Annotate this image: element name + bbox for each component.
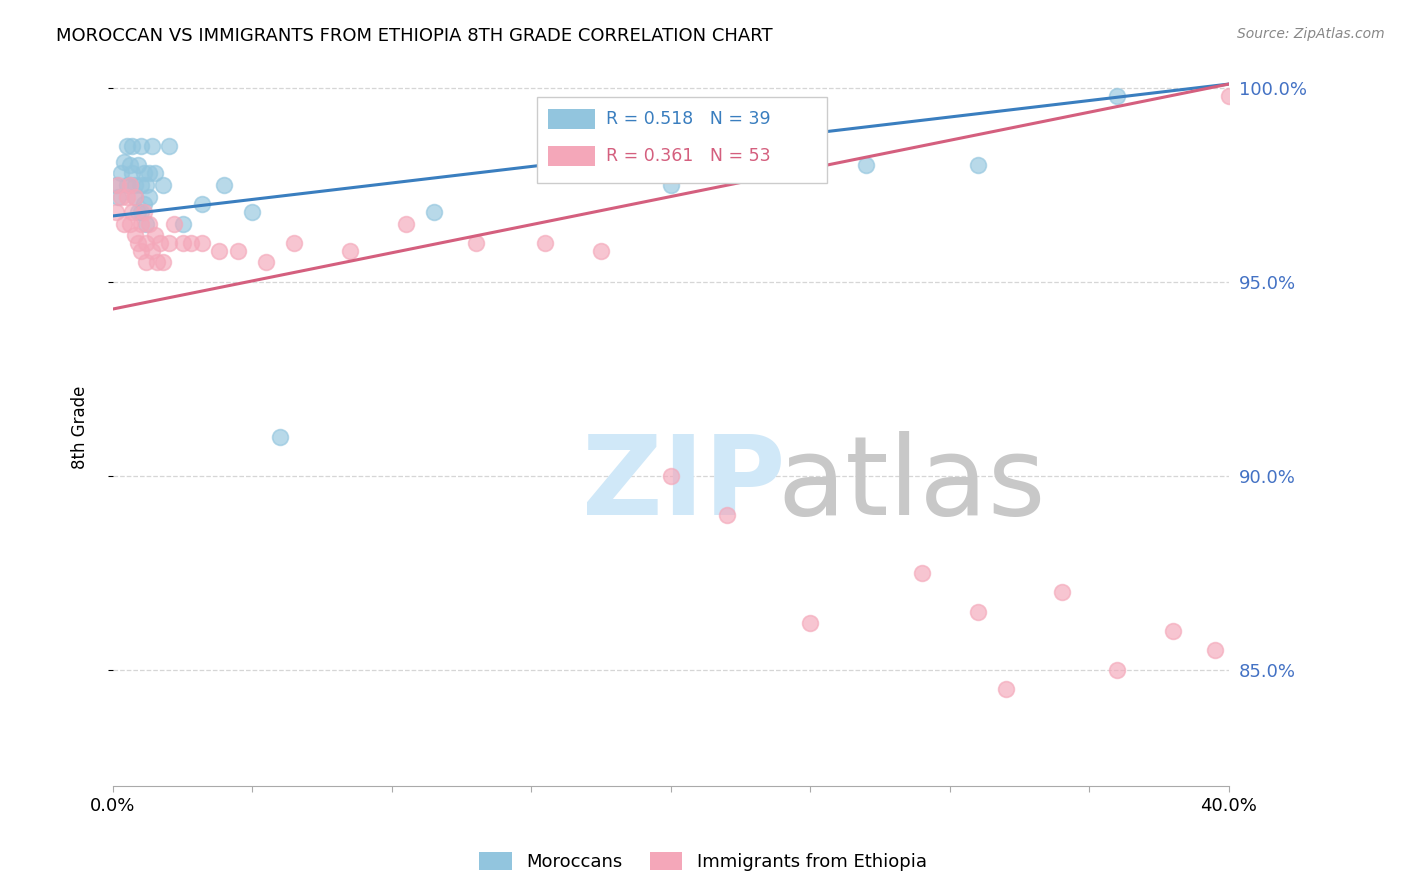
Point xyxy=(254,255,277,269)
Point xyxy=(115,178,138,192)
Point xyxy=(112,217,135,231)
FancyBboxPatch shape xyxy=(548,109,595,128)
Point xyxy=(1218,88,1240,103)
Point xyxy=(129,139,152,153)
Point xyxy=(135,178,157,192)
Point xyxy=(911,566,934,580)
Text: MOROCCAN VS IMMIGRANTS FROM ETHIOPIA 8TH GRADE CORRELATION CHART: MOROCCAN VS IMMIGRANTS FROM ETHIOPIA 8TH… xyxy=(56,27,773,45)
Point xyxy=(172,236,194,251)
Point xyxy=(110,166,132,180)
Point xyxy=(180,236,202,251)
Point xyxy=(138,217,160,231)
Point xyxy=(138,166,160,180)
Point xyxy=(132,197,155,211)
Point xyxy=(228,244,250,258)
Point xyxy=(135,236,157,251)
Point xyxy=(141,244,163,258)
Point xyxy=(112,154,135,169)
Point xyxy=(172,217,194,231)
Point xyxy=(121,139,143,153)
Point xyxy=(157,236,180,251)
Point xyxy=(1161,624,1184,638)
Point xyxy=(149,236,172,251)
FancyBboxPatch shape xyxy=(537,97,827,184)
Point xyxy=(135,255,157,269)
Point xyxy=(115,139,138,153)
Point xyxy=(1204,643,1226,657)
Point xyxy=(214,178,236,192)
Y-axis label: 8th Grade: 8th Grade xyxy=(72,385,89,469)
Point xyxy=(107,189,129,203)
Point xyxy=(118,178,141,192)
Point xyxy=(966,159,988,173)
Point xyxy=(127,159,149,173)
FancyBboxPatch shape xyxy=(548,146,595,166)
Point xyxy=(104,205,127,219)
Point xyxy=(659,178,682,192)
Point xyxy=(138,189,160,203)
Point xyxy=(143,228,166,243)
Point xyxy=(855,159,877,173)
Point xyxy=(966,605,988,619)
Point xyxy=(127,236,149,251)
Point xyxy=(124,189,146,203)
Point xyxy=(118,159,141,173)
Point xyxy=(152,178,174,192)
Point xyxy=(191,197,214,211)
Point xyxy=(1107,88,1129,103)
Text: Source: ZipAtlas.com: Source: ZipAtlas.com xyxy=(1237,27,1385,41)
Point xyxy=(994,682,1017,697)
Point xyxy=(240,205,263,219)
Text: R = 0.518   N = 39: R = 0.518 N = 39 xyxy=(606,110,770,128)
Point xyxy=(124,228,146,243)
Point xyxy=(127,205,149,219)
Point xyxy=(799,616,821,631)
Point xyxy=(121,205,143,219)
Point xyxy=(129,205,152,219)
Point xyxy=(163,217,186,231)
Point xyxy=(591,244,613,258)
Point xyxy=(135,217,157,231)
Point xyxy=(143,166,166,180)
Point xyxy=(152,255,174,269)
Point xyxy=(1050,585,1073,599)
Point xyxy=(464,236,486,251)
Point xyxy=(121,166,143,180)
Point xyxy=(129,217,152,231)
Point xyxy=(1107,663,1129,677)
Text: ZIP: ZIP xyxy=(582,431,785,538)
Point xyxy=(124,178,146,192)
Point xyxy=(104,178,127,192)
Point xyxy=(157,139,180,153)
Point xyxy=(191,236,214,251)
Legend: Moroccans, Immigrants from Ethiopia: Moroccans, Immigrants from Ethiopia xyxy=(472,845,934,879)
Point xyxy=(132,166,155,180)
Point xyxy=(129,178,152,192)
Point xyxy=(132,205,155,219)
Point xyxy=(208,244,231,258)
Text: atlas: atlas xyxy=(778,431,1046,538)
Point xyxy=(269,430,291,444)
Point xyxy=(716,508,738,522)
Point xyxy=(339,244,361,258)
Point xyxy=(124,189,146,203)
Point xyxy=(141,139,163,153)
Point xyxy=(107,178,129,192)
Text: R = 0.361   N = 53: R = 0.361 N = 53 xyxy=(606,147,770,165)
Point xyxy=(110,189,132,203)
Point xyxy=(534,236,557,251)
Point xyxy=(395,217,418,231)
Point xyxy=(659,468,682,483)
Point xyxy=(146,255,169,269)
Point xyxy=(129,244,152,258)
Point xyxy=(422,205,444,219)
Point xyxy=(115,189,138,203)
Point xyxy=(118,178,141,192)
Point xyxy=(283,236,305,251)
Point xyxy=(118,217,141,231)
